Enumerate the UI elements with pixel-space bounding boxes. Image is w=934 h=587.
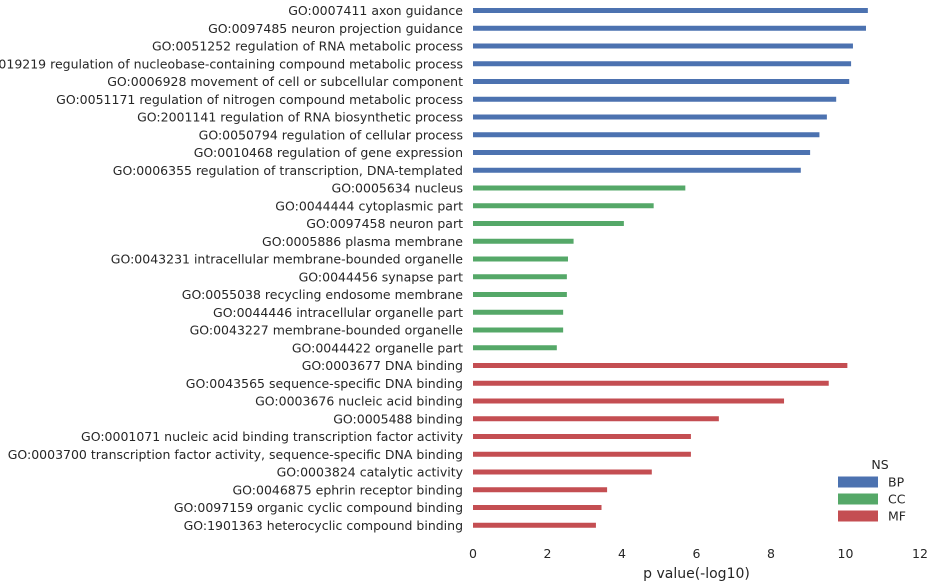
bar bbox=[473, 380, 829, 386]
category-label: GO:1901363 heterocyclic compound binding bbox=[184, 518, 463, 533]
x-tick-label: 8 bbox=[767, 546, 775, 561]
category-label: GO:0010468 regulation of gene expression bbox=[194, 145, 463, 160]
bar bbox=[473, 522, 596, 528]
bar bbox=[473, 150, 811, 155]
legend-swatch bbox=[838, 493, 878, 505]
bar bbox=[473, 505, 602, 510]
bar bbox=[473, 43, 853, 49]
category-labels-group: GO:0007411 axon guidance GO:0097485 neuro… bbox=[0, 3, 464, 533]
category-label: GO:0051171 regulation of nitrogen compou… bbox=[56, 92, 463, 107]
legend-label: CC bbox=[888, 492, 906, 507]
bar bbox=[473, 256, 568, 262]
category-label: GO:0005886 plasma membrane bbox=[262, 234, 463, 249]
category-label: GO:0055038 recycling endosome membrane bbox=[182, 287, 464, 302]
bar bbox=[473, 61, 852, 67]
category-label: GO:0019219 regulation of nucleobase-cont… bbox=[0, 56, 463, 71]
bar bbox=[473, 203, 654, 209]
x-tick-label: 6 bbox=[693, 546, 701, 561]
x-tick-label: 2 bbox=[544, 546, 552, 561]
category-label: GO:2001141 regulation of RNA biosyntheti… bbox=[137, 110, 463, 125]
bar bbox=[473, 434, 691, 439]
legend-title: NS bbox=[871, 457, 888, 472]
bar bbox=[473, 25, 866, 31]
legend-swatch bbox=[838, 510, 878, 522]
bar bbox=[473, 8, 868, 13]
category-label: GO:0005488 binding bbox=[333, 411, 463, 426]
category-label: GO:0001071 nucleic acid binding transcri… bbox=[81, 429, 464, 444]
category-label: GO:0051252 regulation of RNA metabolic p… bbox=[152, 39, 463, 54]
bar bbox=[473, 398, 785, 404]
bar bbox=[473, 327, 564, 333]
x-tick-label: 10 bbox=[838, 546, 854, 561]
legend-label: BP bbox=[888, 475, 905, 490]
bar bbox=[473, 345, 557, 351]
category-label: GO:0044444 cytoplasmic part bbox=[275, 198, 463, 213]
category-label: GO:0006355 regulation of transcription, … bbox=[113, 163, 463, 178]
x-axis-ticks-group: 0 2 4 6 8 10 12 bbox=[469, 546, 928, 561]
bar bbox=[473, 487, 608, 493]
category-label: GO:0003700 transcription factor activity… bbox=[8, 447, 463, 462]
category-label: GO:0097485 neuron projection guidance bbox=[208, 21, 463, 36]
bar bbox=[473, 114, 827, 120]
bar bbox=[473, 167, 801, 173]
bar bbox=[473, 238, 574, 244]
x-axis-title: p value(-log10) bbox=[643, 566, 750, 582]
category-label: GO:0050794 regulation of cellular proces… bbox=[199, 127, 463, 142]
bar bbox=[473, 363, 848, 368]
category-label: GO:0007411 axon guidance bbox=[288, 3, 463, 18]
bars-group bbox=[473, 8, 868, 528]
bar bbox=[473, 292, 567, 297]
category-label: GO:0043565 sequence-specific DNA binding bbox=[186, 376, 463, 391]
bar bbox=[473, 132, 820, 138]
category-label: GO:0005634 nucleus bbox=[332, 181, 463, 196]
bar bbox=[473, 96, 837, 102]
category-label: GO:0003676 nucleic acid binding bbox=[255, 394, 463, 409]
legend: NS BP CC MF bbox=[838, 457, 906, 524]
legend-label: MF bbox=[888, 509, 906, 524]
category-label: GO:0044422 organelle part bbox=[292, 340, 463, 355]
x-tick-label: 4 bbox=[618, 546, 626, 561]
bar bbox=[473, 274, 567, 280]
x-tick-label: 0 bbox=[469, 546, 477, 561]
category-label: GO:0006928 movement of cell or subcellul… bbox=[107, 74, 463, 89]
category-label: GO:0043227 membrane-bounded organelle bbox=[190, 323, 464, 338]
bar bbox=[473, 185, 686, 191]
category-label: GO:0003677 DNA binding bbox=[302, 358, 463, 373]
bar bbox=[473, 416, 719, 422]
bar bbox=[473, 221, 624, 226]
legend-swatch bbox=[838, 476, 878, 488]
bar bbox=[473, 469, 652, 475]
category-label: GO:0097458 neuron part bbox=[306, 216, 463, 231]
category-label: GO:0044456 synapse part bbox=[299, 269, 463, 284]
category-label: GO:0097159 organic cyclic compound bindi… bbox=[174, 500, 463, 515]
category-label: GO:0044446 intracellular organelle part bbox=[213, 305, 463, 320]
legend-entries-group: BP CC MF bbox=[838, 475, 906, 524]
bar bbox=[473, 79, 850, 84]
bar bbox=[473, 309, 564, 315]
category-label: GO:0003824 catalytic activity bbox=[277, 465, 464, 480]
category-label: GO:0043231 intracellular membrane-bounde… bbox=[111, 252, 464, 267]
category-label: GO:0046875 ephrin receptor binding bbox=[232, 482, 463, 497]
bar bbox=[473, 451, 691, 457]
x-tick-label: 12 bbox=[912, 546, 928, 561]
